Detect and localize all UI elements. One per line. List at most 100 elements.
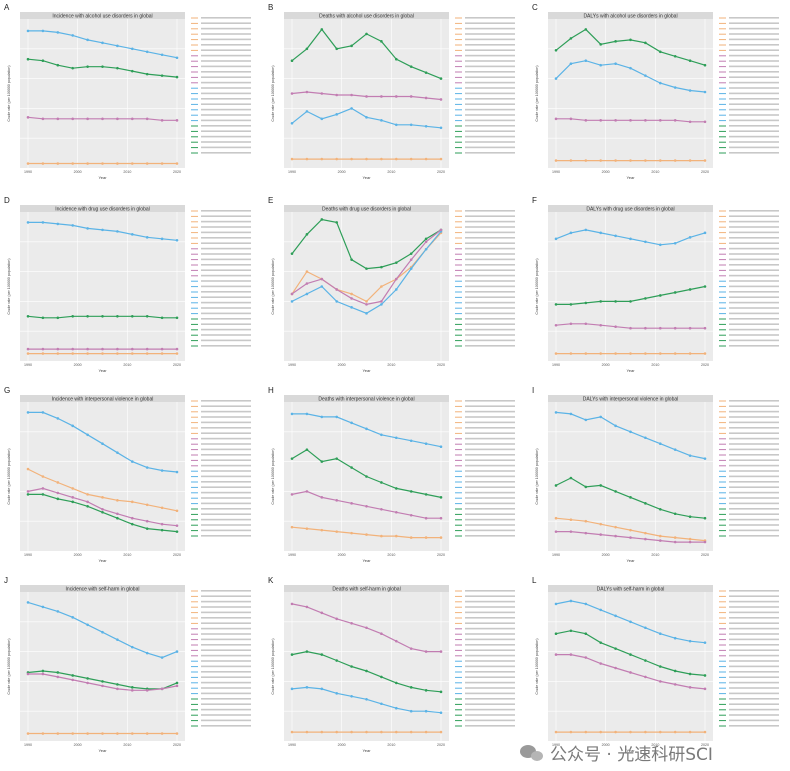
legend-text-line [465,491,515,494]
data-point [673,730,677,734]
legend-text-line [729,345,779,347]
legend-text-line [465,81,515,84]
data-point [629,730,632,734]
legend-text-line [201,253,251,255]
data-point [365,626,368,630]
panel-letter: C [532,3,538,12]
data-point [56,491,60,495]
legend-text-line [729,108,779,111]
legend-text-line [465,328,515,331]
data-point [350,502,353,505]
data-point [673,536,677,539]
data-point [644,119,647,122]
legend-text-line [465,307,515,309]
data-point [703,730,707,734]
x-tick-label: 2010 [387,170,395,174]
x-axis-label: Year [98,175,107,180]
legend-text-line [201,339,251,342]
data-point [614,614,617,618]
panel-letter: A [4,3,10,12]
legend-text-line [729,258,779,261]
legend-text-line [465,627,515,630]
legend-text-line [465,220,515,223]
data-point [644,326,647,330]
legend-text-line [465,464,515,467]
data-point [688,730,692,734]
legend-text-line [201,231,251,234]
data-point [395,123,398,127]
legend-text-line [465,114,515,116]
chart-title: Incidence with interpersonal violence in… [52,397,154,403]
data-point [380,285,383,288]
data-point [409,490,413,493]
data-point [305,110,309,113]
data-point [101,630,104,634]
legend-text-line [465,76,515,78]
chart-panel-k: K Deaths with self-harm in global 1990 2000… [268,576,515,753]
data-point [26,672,30,676]
data-point [380,730,383,734]
x-tick-label: 2010 [123,743,131,747]
data-point [320,92,324,95]
legend-text-line [201,692,251,695]
data-point [569,412,573,416]
legend-text-line [201,247,251,250]
legend-text-line [201,703,251,705]
data-point [320,496,324,499]
legend-text-line [201,226,251,228]
data-point [175,470,179,474]
data-point [644,626,647,630]
data-point [56,316,60,320]
title-strip [548,585,713,592]
data-point [350,107,353,110]
data-point [644,659,647,662]
x-axis-label: Year [362,748,371,753]
data-point [320,117,324,121]
data-point [131,689,134,692]
legend-text-line [465,703,515,705]
chart-title: Deaths with self-harm in global [332,587,400,593]
data-point [41,669,45,673]
data-point [409,157,413,161]
legend-text-line [729,44,779,46]
data-point [320,730,324,734]
x-tick-label: 2010 [123,170,131,174]
data-point [380,507,383,511]
data-point [599,300,602,303]
data-point [56,732,60,735]
legend-text-line [465,410,515,413]
x-axis-label: Year [362,558,371,563]
data-point [584,418,588,422]
x-tick-label: 2000 [602,363,610,367]
legend-text-line [465,27,515,30]
legend-text-line [201,237,251,239]
legend-text-line [465,638,515,641]
title-strip [20,585,185,592]
data-point [659,507,662,511]
data-point [56,671,60,674]
data-point [41,487,45,490]
wechat-icon [520,744,544,762]
legend-text-line [201,125,251,127]
data-point [305,47,309,51]
legend-text-line [729,17,779,19]
data-point [26,467,30,471]
x-axis-label: Year [362,368,371,373]
data-point [644,352,647,355]
y-axis-label: Crude rate (per 100000 population) [7,65,11,121]
plot-area [284,19,449,168]
legend-text-line [201,437,251,440]
data-point [629,620,632,624]
legend-text-line [729,432,779,434]
data-point [703,90,707,94]
x-tick-label: 2000 [338,363,346,367]
data-point [673,636,677,640]
data-point [305,527,309,530]
legend-text-line [465,237,515,239]
data-point [703,285,707,288]
legend-text-line [729,454,779,456]
data-point [688,326,692,330]
data-point [320,687,324,691]
legend-text-line [729,600,779,603]
data-point [569,231,573,235]
